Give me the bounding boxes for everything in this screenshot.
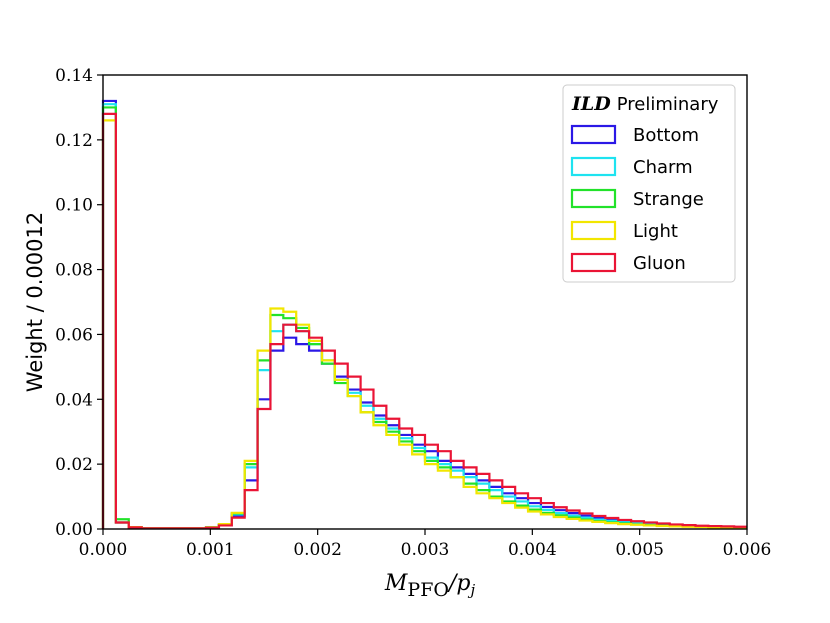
x-tick-label: 0.006: [723, 540, 772, 560]
x-tick-label: 0.001: [186, 540, 235, 560]
legend-label-light: Light: [633, 221, 678, 242]
legend-label-bottom: Bottom: [633, 125, 699, 146]
legend-label-gluon: Gluon: [633, 253, 686, 274]
y-axis: 0.00 0.02 0.04 0.06 0.08 0.10 0.12 0.14: [55, 66, 103, 540]
x-tick-label: 0.002: [293, 540, 342, 560]
legend: ILD Preliminary Bottom Charm Strange Light Gl…: [562, 84, 736, 283]
legend-label-strange: Strange: [633, 189, 704, 210]
x-tick-label: 0.000: [79, 540, 128, 560]
legend-swatch-charm: [570, 156, 617, 177]
y-axis-label: Weight / 0.00012: [23, 212, 47, 392]
y-tick-label: 0.06: [55, 325, 93, 345]
y-tick-label: 0.14: [55, 66, 93, 86]
x-tick-label: 0.004: [508, 540, 557, 560]
series-layer: [101, 99, 747, 530]
series-gluon-line: [101, 112, 747, 530]
legend-title: ILD Preliminary: [571, 93, 719, 115]
x-tick-label: 0.003: [401, 540, 450, 560]
x-axis: 0.000 0.001 0.002 0.003 0.004 0.005 0.006: [79, 529, 772, 560]
y-tick-label: 0.04: [55, 390, 93, 410]
legend-swatch-strange: [570, 188, 617, 209]
x-axis-label: MPFO/pj: [384, 571, 476, 601]
series-light-line: [101, 119, 747, 530]
y-tick-label: 0.02: [55, 455, 93, 475]
y-tick-label: 0.00: [55, 520, 93, 540]
y-tick-label: 0.10: [55, 196, 93, 216]
y-tick-label: 0.08: [55, 261, 93, 281]
legend-label-charm: Charm: [633, 157, 693, 178]
y-tick-label: 0.12: [55, 131, 93, 151]
legend-items: Bottom Charm Strange Light Gluon: [570, 124, 704, 274]
legend-swatch-gluon: [570, 252, 617, 273]
legend-swatch-light: [570, 220, 617, 241]
legend-swatch-bottom: [570, 124, 617, 145]
x-tick-label: 0.005: [615, 540, 664, 560]
legend-box: [562, 84, 736, 283]
